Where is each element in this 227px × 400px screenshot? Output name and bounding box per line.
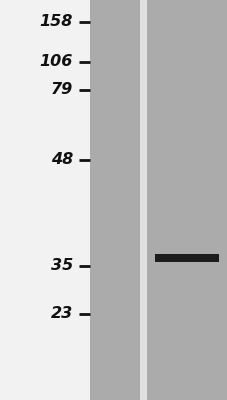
Bar (154, 254, 218, 262)
Bar (140, 0, 146, 400)
Text: 79: 79 (50, 82, 73, 98)
Bar (146, 0, 226, 400)
Bar (90, 0, 140, 400)
Text: 106: 106 (39, 54, 73, 70)
Bar (0, 0, 90, 400)
Text: 158: 158 (39, 14, 73, 30)
Text: 48: 48 (50, 152, 73, 168)
Text: 23: 23 (50, 306, 73, 322)
Text: 35: 35 (50, 258, 73, 274)
